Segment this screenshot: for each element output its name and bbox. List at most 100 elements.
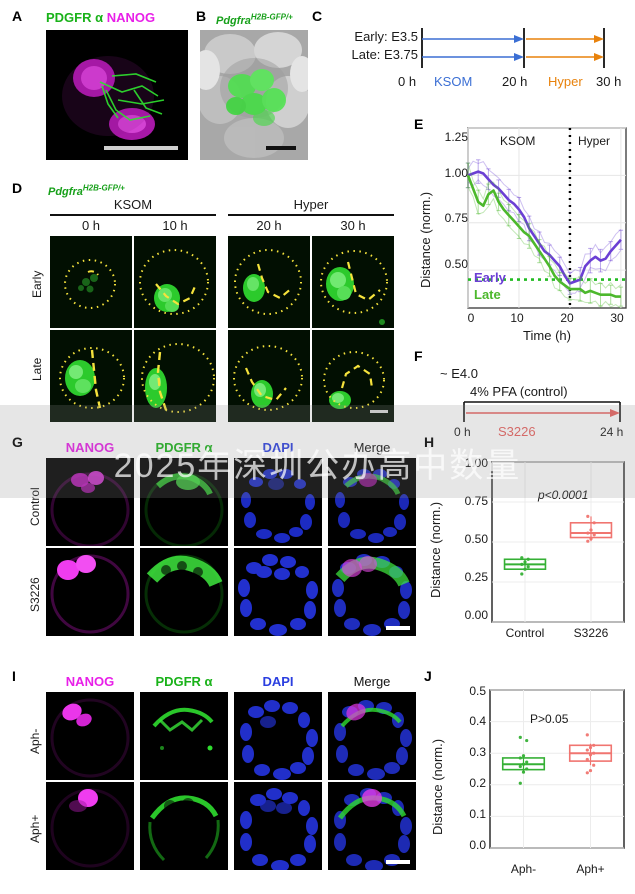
panel-h-ytick-025: 0.25 — [464, 570, 488, 584]
panel-d-row-late: Late — [30, 357, 44, 381]
panel-f-stage: ~ E4.0 — [440, 366, 478, 381]
panel-d-title: PdgfraH2B-GFP/+ — [48, 182, 125, 200]
panel-e-chart — [465, 127, 627, 309]
panel-e-annot-hyper: Hyper — [578, 134, 611, 148]
panel-d-gene: Pdgfra — [48, 186, 83, 198]
panel-g-row-control: Control — [28, 487, 42, 527]
panel-d-rule-ksom — [50, 214, 216, 216]
panel-letter-d: D — [12, 180, 23, 196]
panel-d-time-10h: 10 h — [162, 218, 188, 233]
panel-i-image-aphplus-pdgfr — [140, 782, 228, 870]
panel-d-image-early-10h — [134, 236, 216, 328]
panel-b-image — [200, 30, 308, 160]
panel-g-row-s3226: S3226 — [28, 577, 42, 613]
panel-g-image-control-nanog — [46, 458, 134, 546]
panel-i-image-aphplus-nanog — [46, 782, 134, 870]
panel-g-col-dapi: DAPI — [262, 440, 294, 455]
panel-e-ytick-075: 0.75 — [444, 211, 468, 225]
panel-h-ytick-050: 0.50 — [464, 532, 488, 546]
panel-d-image-late-10h — [134, 330, 216, 422]
panel-a-title-magenta: NANOG — [106, 10, 156, 25]
panel-letter-i: I — [12, 668, 16, 684]
panel-c-tick-0h: 0 h — [398, 74, 417, 89]
panel-g-image-s3226-merge — [328, 548, 416, 636]
panel-f-top-label: 4% PFA (control) — [470, 384, 568, 399]
panel-d-time-20h: 20 h — [256, 218, 282, 233]
panel-c-tick-30h: 30 h — [596, 74, 622, 89]
panel-j-xtick-aph-plus: Aph+ — [576, 862, 605, 876]
panel-j-ylabel: Distance (norm.) — [430, 738, 445, 836]
panel-i-col-dapi: DAPI — [262, 674, 294, 689]
panel-i-image-aphminus-dapi — [234, 692, 322, 780]
panel-letter-a: A — [12, 8, 23, 24]
panel-e-xtick-20: 20 — [560, 311, 574, 325]
panel-h-ytick-000: 0.00 — [464, 608, 488, 622]
panel-d-time-30h: 30 h — [340, 218, 366, 233]
panel-f-end: 24 h — [600, 425, 624, 439]
panel-i-image-aphminus-nanog — [46, 692, 134, 780]
panel-e-legend-late: Late — [474, 287, 501, 302]
panel-j-pvalue: P>0.05 — [530, 712, 569, 726]
panel-letter-g: G — [12, 434, 23, 450]
panel-f-start: 0 h — [454, 425, 471, 439]
panel-g-image-s3226-dapi — [234, 548, 322, 636]
panel-j-ytick-01: 0.1 — [469, 807, 486, 821]
panel-g-col-pdgfr: PDGFR α — [155, 440, 213, 455]
panel-h-pvalue: p<0.0001 — [538, 488, 589, 502]
panel-d-group-hyper: Hyper — [293, 197, 329, 212]
panel-h-xtick-s3226: S3226 — [573, 626, 609, 640]
panel-d-image-early-30h — [312, 236, 394, 328]
panel-j-chart — [489, 689, 625, 849]
panel-letter-j: J — [424, 668, 432, 684]
panel-i-row-aph-plus: Aph+ — [28, 814, 42, 844]
panel-g-col-merge: Merge — [353, 440, 391, 455]
panel-c-row-label-early: Early: E3.5 — [354, 29, 418, 44]
panel-j-xtick-aph-minus: Aph- — [510, 862, 537, 876]
panel-d-rule-hyper — [228, 214, 394, 216]
panel-j-ytick-03: 0.3 — [469, 745, 486, 759]
panel-d-sup: H2B-GFP/+ — [82, 183, 125, 193]
panel-i-image-aphplus-dapi — [234, 782, 322, 870]
panel-b-sup: H2B-GFP/+ — [250, 12, 293, 22]
panel-j-ytick-05: 0.5 — [469, 684, 486, 698]
panel-e-ytick-100: 1.00 — [444, 166, 468, 180]
panel-h-chart — [491, 461, 625, 623]
panel-d-image-late-20h — [228, 330, 310, 422]
panel-d-image-early-0h — [50, 236, 132, 328]
panel-h-ylabel: Distance (norm.) — [428, 501, 443, 599]
panel-e-xtick-30: 30 — [610, 311, 624, 325]
panel-d-group-ksom: KSOM — [113, 197, 153, 212]
panel-e-xtick-10: 10 — [510, 311, 524, 325]
panel-h-xtick-control: Control — [505, 626, 545, 640]
panel-b-title: PdgfraH2B-GFP/+ — [216, 11, 293, 29]
panel-j-ytick-02: 0.2 — [469, 776, 486, 790]
panel-g-image-s3226-pdgfr — [140, 548, 228, 636]
panel-e-legend-early: Early — [474, 270, 506, 285]
panel-g-image-control-pdgfr — [140, 458, 228, 546]
panel-c-diagram — [326, 24, 626, 100]
panel-c-tick-hyper: Hyper — [548, 74, 583, 89]
panel-j-ytick-00: 0.0 — [469, 838, 486, 852]
panel-i-row-aph-minus: Aph- — [28, 728, 42, 754]
panel-e-xtick-0: 0 — [467, 311, 475, 325]
panel-f-bottom-label: S3226 — [498, 424, 536, 439]
panel-i-image-aphminus-merge — [328, 692, 416, 780]
panel-c-tick-20h: 20 h — [502, 74, 528, 89]
panel-i-col-merge: Merge — [353, 674, 391, 689]
panel-b-gene: Pdgfra — [216, 15, 251, 27]
panel-g-image-control-dapi — [234, 458, 322, 546]
panel-d-row-early: Early — [30, 270, 44, 298]
panel-e-annot-ksom: KSOM — [500, 134, 536, 148]
panel-c-tick-ksom: KSOM — [434, 74, 473, 89]
panel-i-image-aphplus-merge — [328, 782, 416, 870]
panel-j-ytick-04: 0.4 — [469, 714, 486, 728]
panel-g-col-nanog: NANOG — [65, 440, 115, 455]
panel-h-ytick-100: 1.00 — [464, 456, 488, 470]
panel-e-ylabel: Distance (norm.) — [418, 191, 433, 289]
panel-a-title: PDGFR α NANOG — [46, 10, 196, 25]
panel-a-title-green: PDGFR α — [46, 10, 104, 25]
panel-c-row-label-late: Late: E3.75 — [351, 47, 419, 62]
panel-f-diagram — [460, 382, 628, 422]
panel-i-col-pdgfr: PDGFR α — [155, 674, 213, 689]
